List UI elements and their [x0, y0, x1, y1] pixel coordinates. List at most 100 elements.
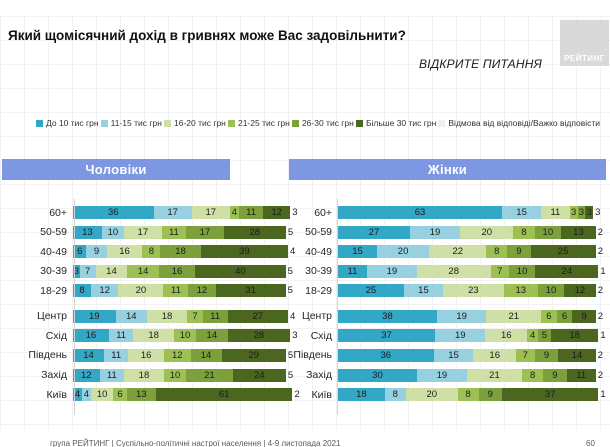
bar-segment: 13: [503, 284, 538, 298]
refusal-value-label: 2: [597, 285, 603, 297]
bar-segment: 13: [73, 225, 102, 239]
logo-text: РЕЙТИНГ: [564, 54, 605, 63]
refusal-value-label: 2: [597, 369, 603, 381]
bar-segment: 12: [564, 284, 596, 298]
bar-group: Центр 38 19 21 6 6 9 2 Схід 37 19 16 4 5 18 1 Південь 36 1…: [289, 309, 606, 402]
refusal-value-label: 1: [600, 330, 606, 342]
category-label: 18-29: [40, 284, 67, 297]
legend-label: 21-25 тис грн: [237, 118, 290, 128]
bar-segment: 9: [507, 245, 531, 259]
bar-segment: 12: [188, 284, 216, 298]
bar-segment: 14: [115, 309, 147, 323]
category-label: 30-39: [305, 265, 332, 278]
rating-group-logo: РЕЙТИНГ: [560, 20, 609, 66]
bar-segment: 9: [572, 309, 596, 323]
bar-segment: 4: [229, 206, 239, 219]
bar-row: 50-59 13 10 17 11 17 28 5: [2, 225, 302, 239]
legend-swatch-icon: [100, 119, 108, 127]
bar-segment: 18: [146, 309, 188, 323]
stacked-bar: 13 10 17 11 17 28 5: [73, 225, 297, 239]
bar-segment: 3: [569, 206, 578, 219]
chart-men: 60+ 36 17 17 4 11 12 3 50-59 13 10 17 11 17 28 5 40-49 6 9…: [2, 199, 302, 415]
bar-row: 60+ 63 15 11 3 3 3 3: [289, 206, 605, 219]
bar-segment: 11: [108, 329, 134, 343]
bar-segment: 6: [113, 388, 127, 402]
bar-segment: 8: [142, 245, 161, 259]
bar-row: 18-29 8 12 20 11 12 31 5: [2, 284, 302, 298]
bar-row: 60+ 36 17 17 4 11 12 3: [2, 206, 302, 219]
bar-segment: 17: [124, 225, 162, 239]
bar-segment: 14: [95, 264, 128, 278]
stacked-bar: 36 15 16 7 9 14 2: [338, 348, 603, 362]
bar-segment: 8: [513, 225, 535, 239]
refusal-value-label: 4: [289, 310, 296, 322]
bar-segment: 25: [530, 245, 596, 259]
bar-segment: 16: [106, 245, 143, 259]
legend-item: Відмова від відповіді/Важко відповісти: [438, 118, 600, 128]
bar-segment: 21: [466, 368, 523, 382]
legend-item: 16-20 тис грн: [163, 118, 226, 128]
bar-segment: 11: [202, 309, 228, 323]
category-label: 60+: [314, 206, 332, 219]
bar-segment: 24: [535, 264, 599, 278]
bar-segment: 16: [128, 348, 164, 362]
refusal-value-label: 5: [287, 349, 294, 361]
refusal-value-label: 4: [290, 246, 296, 258]
stacked-bar: 36 17 17 4 11 12 3: [73, 206, 298, 219]
bar-segment: 11: [238, 206, 264, 219]
refusal-value-label: 2: [597, 310, 604, 322]
bar-segment: 36: [73, 206, 154, 219]
bar-row: Київ 18 8 20 8 9 37 1: [289, 388, 606, 402]
stacked-bar: 25 15 23 13 10 12 2: [338, 284, 603, 298]
bar-segment: 19: [416, 368, 467, 382]
stacked-bar: 63 15 11 3 3 3 3: [338, 206, 601, 219]
refusal-value-label: 5: [287, 265, 293, 277]
bar-segment: 20: [377, 245, 430, 259]
bar-segment: 3: [585, 206, 594, 219]
bar-segment: 10: [173, 329, 197, 343]
bar-row: 40-49 15 20 22 8 9 25 2: [289, 245, 605, 259]
bar-segment: 17: [186, 225, 224, 239]
bar-segment: 4: [73, 388, 82, 402]
bar-row: 40-49 6 9 16 8 18 39 4: [2, 245, 302, 259]
bar-segment: 28: [227, 329, 291, 343]
stacked-bar: 11 19 28 7 10 24 1: [338, 264, 606, 278]
bar-row: 50-59 27 19 20 8 10 13 2: [289, 225, 605, 239]
bar-segment: 18: [338, 388, 385, 402]
page-number: 60: [586, 439, 595, 447]
bar-segment: 20: [118, 284, 164, 298]
legend-item: До 10 тис грн: [36, 118, 99, 128]
category-label: 50-59: [40, 226, 67, 239]
bar-segment: 10: [163, 368, 187, 382]
bar-segment: 8: [457, 388, 479, 402]
legend-label: 16-20 тис грн: [173, 118, 226, 128]
category-label: Південь: [28, 349, 67, 362]
category-label: Захід: [41, 369, 67, 382]
refusal-value-label: 5: [287, 369, 294, 381]
bar-segment: 6: [73, 245, 87, 259]
bar-segment: 20: [460, 225, 514, 239]
bar-segment: 12: [91, 284, 119, 298]
category-label: Київ: [46, 388, 67, 401]
bar-segment: 11: [566, 368, 596, 382]
bar-row: Захід 12 11 18 10 21 24 5: [2, 368, 302, 382]
stacked-bar: 15 20 22 8 9 25 2: [338, 245, 603, 259]
bar-row: Центр 38 19 21 6 6 9 2: [289, 309, 605, 323]
bar-segment: 24: [232, 368, 286, 382]
bar-segment: 18: [551, 329, 599, 343]
refusal-value-label: 5: [287, 226, 294, 238]
stacked-bar: 8 12 20 11 12 31 5: [73, 284, 297, 298]
stacked-bar: 30 19 21 8 9 11 2: [338, 368, 603, 382]
bar-segment: 37: [502, 388, 599, 402]
page-title: Який щомісячний дохід в гривнях може Вас…: [8, 28, 406, 43]
bar-row: Київ 4 4 10 6 13 61 2: [2, 388, 302, 402]
stacked-bar: 38 19 21 6 6 9 2: [338, 309, 604, 323]
category-axis-line: [74, 199, 75, 415]
bar-segment: 21: [186, 368, 233, 382]
bar-segment: 4: [81, 388, 91, 402]
bar-segment: 40: [195, 264, 286, 278]
bar-segment: 10: [537, 284, 565, 298]
category-axis-line: [337, 199, 338, 415]
bar-segment: 11: [541, 206, 570, 219]
